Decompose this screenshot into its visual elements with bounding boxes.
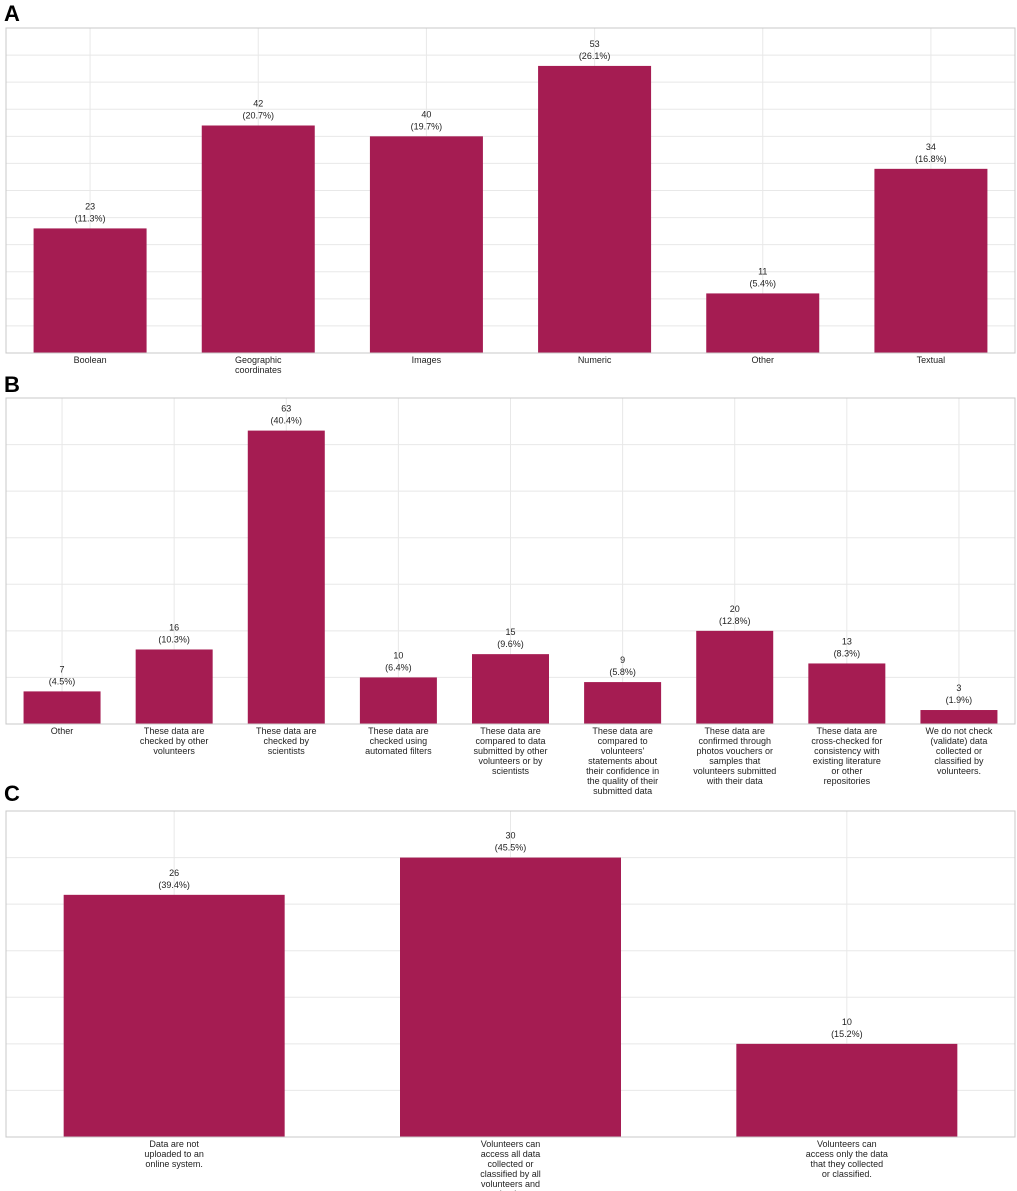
tick-label: Volunteers can access all data collected o…	[480, 1139, 541, 1191]
bar	[247, 430, 325, 724]
tick-label: These data are cross-checked for consisten…	[811, 726, 882, 786]
tick-label: Boolean	[74, 355, 107, 365]
data-label-percent: (16.8%)	[915, 154, 947, 164]
data-label-percent: (5.8%)	[609, 667, 636, 677]
tick-label: These data are confirmed through photos vo…	[693, 726, 776, 786]
tick-label: Volunteers can access only the data that t…	[806, 1139, 888, 1179]
data-label-percent: (40.4%)	[271, 416, 303, 426]
panel-b: B 7 (4.5%) Other 16 (10.3%) These data are chec…	[4, 372, 1016, 796]
tick-label: Geographic coordinates	[235, 355, 282, 375]
data-label-percent: (8.3%)	[834, 648, 861, 658]
plot-frame	[5, 397, 1016, 725]
bar	[135, 649, 213, 724]
data-label-percent: (26.1%)	[579, 51, 611, 61]
tick-label: Images	[412, 355, 442, 365]
data-label-percent: (45.5%)	[495, 843, 527, 853]
tick-label: These data are compared to data submitted …	[473, 726, 547, 776]
data-label-count: 7	[60, 664, 65, 674]
data-label-percent: (5.4%)	[749, 278, 776, 288]
panel-a: A 23 (11.3%) Boolean 42 (20.7%) Geographic coor…	[4, 1, 1016, 375]
data-label-percent: (9.6%)	[497, 639, 524, 649]
tick-label: We do not check (validate) data collected …	[926, 726, 993, 776]
tick-label: These data are checked by other volunteers	[140, 726, 209, 756]
tick-label: Numeric	[578, 355, 612, 365]
data-label-percent: (11.3%)	[75, 213, 106, 223]
bar	[33, 228, 147, 353]
bar	[874, 168, 988, 353]
data-label-percent: (10.3%)	[158, 634, 190, 644]
tick-label: Textual	[917, 355, 946, 365]
bar	[706, 293, 820, 353]
data-label-count: 40	[421, 109, 431, 119]
data-label-percent: (15.2%)	[831, 1029, 863, 1039]
data-label-percent: (4.5%)	[49, 676, 76, 686]
data-label-percent: (1.9%)	[946, 695, 973, 705]
bar	[538, 65, 652, 354]
panel-label: A	[4, 1, 20, 26]
data-label-percent: (39.4%)	[158, 880, 190, 890]
bar	[369, 136, 483, 353]
data-label-count: 15	[505, 627, 515, 637]
tick-label: These data are compared to volunteers' stat…	[586, 726, 659, 796]
data-label-percent: (12.8%)	[719, 616, 751, 626]
data-label-count: 53	[590, 39, 600, 49]
bar	[63, 894, 285, 1137]
data-label-count: 30	[505, 831, 515, 841]
bar	[400, 857, 621, 1137]
bar	[736, 1043, 958, 1137]
panel-label: B	[4, 372, 20, 397]
bar	[920, 710, 998, 724]
data-label-count: 13	[842, 636, 852, 646]
data-label-count: 10	[393, 650, 403, 660]
bar	[696, 630, 774, 724]
data-label-percent: (19.7%)	[411, 121, 443, 131]
panel-label: C	[4, 781, 20, 806]
data-label-count: 26	[169, 868, 179, 878]
tick-label: Data are not uploaded to an online system.	[144, 1139, 204, 1169]
plot-frame	[5, 810, 1016, 1138]
data-label-count: 20	[730, 604, 740, 614]
data-label-count: 42	[253, 99, 263, 109]
data-label-percent: (6.4%)	[385, 662, 412, 672]
panel-c: C 26 (39.4%) Data are not uploaded to an onli…	[4, 781, 1016, 1191]
bar	[23, 691, 101, 724]
data-label-count: 63	[281, 404, 291, 414]
bar	[201, 125, 315, 353]
data-label-percent: (20.7%)	[242, 111, 274, 121]
data-label-count: 10	[842, 1017, 852, 1027]
data-label-count: 16	[169, 622, 179, 632]
tick-label: These data are checked by scientists	[256, 726, 317, 756]
data-label-count: 34	[926, 142, 936, 152]
bar	[808, 663, 886, 724]
data-label-count: 23	[85, 201, 95, 211]
tick-label: Other	[751, 355, 774, 365]
tick-label: Other	[51, 726, 74, 736]
plot-frame	[5, 27, 1016, 354]
bar	[584, 682, 662, 724]
data-label-count: 3	[956, 683, 961, 693]
data-label-count: 9	[620, 655, 625, 665]
bar	[359, 677, 437, 724]
data-label-count: 11	[758, 266, 767, 276]
tick-label: These data are checked using automated fil…	[365, 726, 432, 756]
bar	[472, 654, 549, 724]
